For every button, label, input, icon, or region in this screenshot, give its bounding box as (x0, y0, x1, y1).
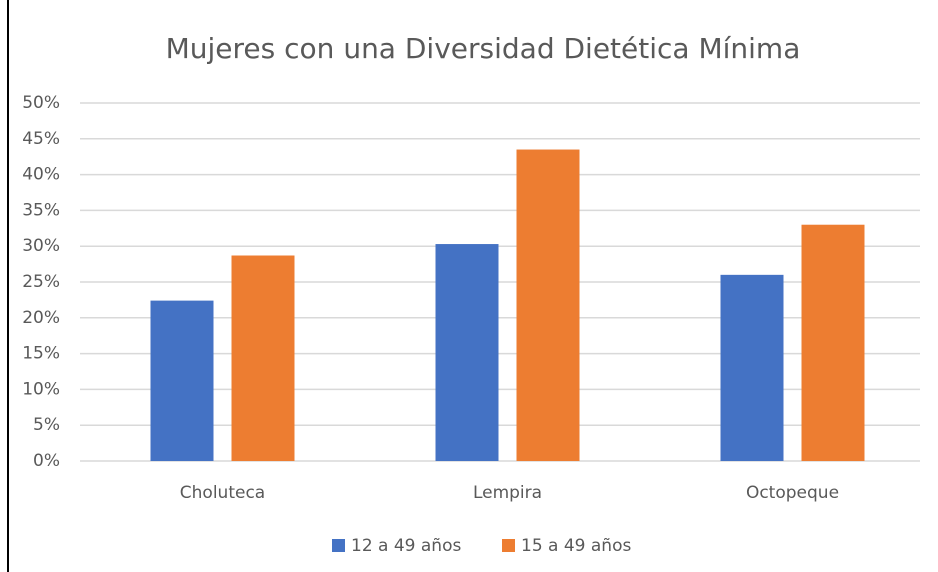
bar (231, 255, 295, 461)
y-tick-label: 30% (22, 236, 60, 256)
legend-swatch (502, 539, 515, 552)
bar (435, 244, 499, 461)
y-tick-label: 35% (22, 200, 60, 220)
x-tick-label: Choluteca (180, 483, 265, 503)
bar (720, 274, 784, 461)
y-tick-label: 40% (22, 165, 60, 185)
y-tick-label: 0% (33, 451, 60, 471)
bar (150, 300, 214, 461)
chart-title: Mujeres con una Diversidad Dietética Mín… (166, 32, 801, 65)
x-tick-label: Lempira (473, 483, 542, 503)
y-tick-label: 45% (22, 129, 60, 149)
legend-swatch (332, 539, 345, 552)
y-tick-label: 5% (33, 415, 60, 435)
bar (801, 224, 865, 461)
bar (516, 149, 580, 462)
legend-label: 15 a 49 años (521, 536, 631, 556)
y-tick-label: 25% (22, 272, 60, 292)
y-tick-label: 15% (22, 344, 60, 364)
y-tick-label: 50% (22, 93, 60, 113)
legend-label: 12 a 49 años (351, 536, 461, 556)
y-tick-label: 10% (22, 379, 60, 399)
y-tick-label: 20% (22, 308, 60, 328)
x-tick-label: Octopeque (746, 483, 839, 503)
